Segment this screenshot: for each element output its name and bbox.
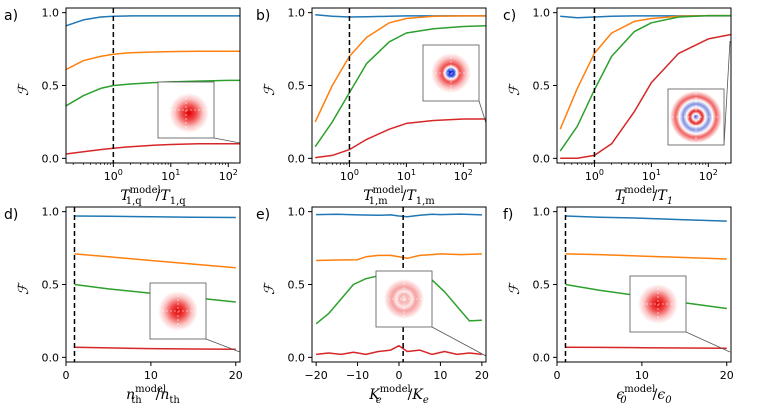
x-axis-label: Kmodel e/Ke: [368, 384, 429, 406]
x-tick-label: 10: [433, 369, 447, 382]
series-line-3: [65, 79, 240, 107]
series-line-2: [314, 15, 486, 123]
panel-label: c): [503, 8, 516, 24]
series-line-4: [74, 346, 236, 351]
series-line-4: [565, 346, 727, 350]
x-tick-label: 0: [63, 369, 70, 382]
y-tick-label: 1.0: [288, 206, 306, 219]
x-axis-label: Tmodel 1/T1: [615, 185, 673, 207]
panel-b: b) 0.0 0.5 1.0 100 101 102 ℱ Tmodel 1,m/T1,m: [256, 7, 487, 207]
y-tick-label: 1.0: [533, 7, 551, 20]
panel-label: a): [4, 8, 18, 24]
y-axis-label: ℱ: [16, 82, 32, 96]
series-line-4: [316, 344, 482, 356]
inset-connector-line: [478, 100, 487, 124]
y-axis-label: ℱ: [507, 82, 523, 96]
panel-label: f): [503, 207, 513, 223]
series-line-1: [65, 15, 240, 27]
panel-label: e): [256, 207, 270, 223]
series-line-1: [565, 215, 727, 222]
x-tick-label: 20: [229, 369, 243, 382]
y-tick-label: 1.0: [533, 206, 551, 219]
x-tick-label: 102: [699, 168, 718, 183]
x-tick-label: 102: [454, 168, 473, 183]
x-axis-label: Tmodel 1,m/T1,m: [363, 185, 435, 207]
y-tick-label: 1.0: [42, 206, 60, 219]
panel-label: d): [4, 207, 18, 223]
y-tick-label: 0.5: [533, 80, 551, 93]
series-line-1: [74, 215, 236, 219]
series-line-2: [316, 253, 482, 262]
series-line-2: [74, 253, 236, 269]
y-axis-label: ℱ: [16, 281, 32, 295]
x-tick-label: 20: [475, 369, 489, 382]
x-tick-label: −10: [346, 369, 369, 382]
inset-connector-line: [213, 137, 241, 144]
y-tick-label: 0.0: [288, 152, 306, 165]
series-line-3: [314, 25, 487, 148]
series-line-2: [65, 50, 240, 71]
y-tick-label: 0.0: [42, 351, 60, 364]
x-tick-label: 101: [397, 168, 416, 183]
y-axis-label: ℱ: [262, 281, 278, 295]
series-line-4: [315, 118, 486, 159]
y-tick-label: 1.0: [42, 7, 60, 20]
inset-connector-line: [685, 331, 731, 353]
series-line-1: [316, 213, 482, 218]
y-tick-label: 0.0: [533, 152, 551, 165]
x-tick-label: 10: [635, 369, 649, 382]
panel-label: b): [256, 8, 270, 24]
panel-a: a) 0.0 0.5 1.0 100 101 102 ℱ Tmodel 1,q/T1,q: [4, 7, 241, 207]
y-tick-label: 0.0: [533, 351, 551, 364]
y-tick-label: 0.5: [42, 80, 60, 93]
series-line-4: [560, 33, 732, 160]
series-line-4: [65, 143, 240, 155]
x-tick-label: 10: [144, 369, 158, 382]
x-axis-label: ϵmodel 0/ϵ0: [616, 384, 672, 406]
panel-e: e) 0.0 0.5 1.0 −20 −10 0 10 20 ℱ Kmodel e/Ke: [256, 206, 489, 406]
y-tick-label: 0.5: [42, 279, 60, 292]
x-tick-label: 101: [161, 168, 180, 183]
y-tick-label: 0.5: [288, 80, 306, 93]
panel-c: c) 0.0 0.5 1.0 100 101 102 ℱ Tmodel 1/T1: [503, 7, 732, 207]
y-tick-label: 0.0: [42, 152, 60, 165]
y-tick-label: 0.5: [288, 279, 306, 292]
y-tick-label: 1.0: [288, 7, 306, 20]
inset-connector-line: [431, 326, 487, 357]
y-axis-label: ℱ: [262, 82, 278, 96]
x-tick-label: 100: [340, 168, 359, 183]
x-tick-label: 100: [104, 168, 123, 183]
x-tick-label: 20: [720, 369, 734, 382]
x-tick-label: −20: [305, 369, 328, 382]
inset-connector-line: [205, 338, 241, 353]
y-tick-label: 0.0: [288, 351, 306, 364]
x-tick-label: 101: [642, 168, 661, 183]
x-axis-label: Tmodel 1,q/T1,q: [120, 185, 186, 207]
x-tick-label: 0: [396, 369, 403, 382]
x-tick-label: 0: [554, 369, 561, 382]
x-axis-label: nmodel th/nth: [126, 384, 180, 406]
y-axis-label: ℱ: [507, 281, 523, 295]
wigner-function-image: [169, 93, 209, 133]
inset-connector-line: [723, 40, 731, 146]
x-tick-label: 100: [585, 168, 604, 183]
y-tick-label: 0.5: [533, 279, 551, 292]
series-line-3: [559, 14, 731, 152]
series-line-2: [565, 253, 727, 260]
x-tick-label: 102: [219, 168, 238, 183]
